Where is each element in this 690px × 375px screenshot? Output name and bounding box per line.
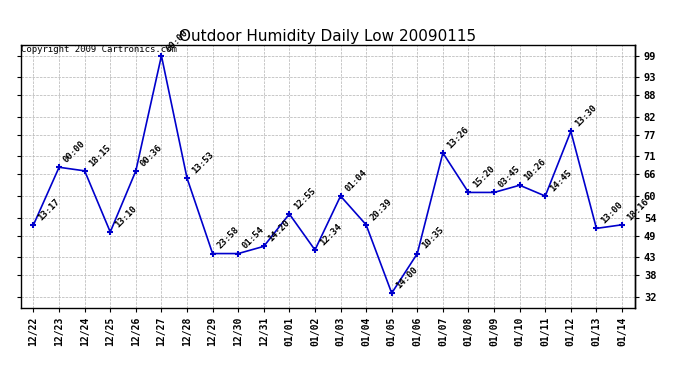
Text: 12:55: 12:55 — [292, 186, 317, 211]
Text: 01:04: 01:04 — [344, 168, 368, 193]
Text: 13:30: 13:30 — [573, 103, 599, 129]
Text: 10:35: 10:35 — [420, 225, 446, 251]
Text: 00:00: 00:00 — [164, 28, 190, 53]
Text: 03:45: 03:45 — [497, 164, 522, 190]
Text: Copyright 2009 Cartronics.com: Copyright 2009 Cartronics.com — [21, 45, 177, 54]
Text: 00:00: 00:00 — [62, 139, 87, 165]
Text: 13:17: 13:17 — [37, 196, 61, 222]
Text: 20:39: 20:39 — [369, 196, 394, 222]
Text: 13:00: 13:00 — [599, 200, 624, 226]
Text: 13:53: 13:53 — [190, 150, 215, 175]
Text: 14:45: 14:45 — [548, 168, 573, 193]
Text: 18:15: 18:15 — [88, 143, 112, 168]
Title: Outdoor Humidity Daily Low 20090115: Outdoor Humidity Daily Low 20090115 — [179, 29, 476, 44]
Text: 23:58: 23:58 — [215, 225, 241, 251]
Text: 14:00: 14:00 — [395, 265, 420, 290]
Text: 13:10: 13:10 — [113, 204, 139, 229]
Text: 10:26: 10:26 — [522, 157, 548, 183]
Text: 12:34: 12:34 — [317, 222, 343, 247]
Text: 18:16: 18:16 — [624, 196, 650, 222]
Text: 00:36: 00:36 — [139, 143, 164, 168]
Text: 15:20: 15:20 — [471, 164, 497, 190]
Text: 13:26: 13:26 — [446, 125, 471, 150]
Text: 14:20: 14:20 — [266, 218, 292, 244]
Text: 01:54: 01:54 — [241, 225, 266, 251]
